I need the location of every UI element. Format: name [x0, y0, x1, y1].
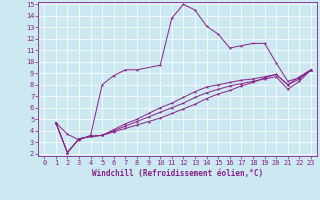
X-axis label: Windchill (Refroidissement éolien,°C): Windchill (Refroidissement éolien,°C) [92, 169, 263, 178]
